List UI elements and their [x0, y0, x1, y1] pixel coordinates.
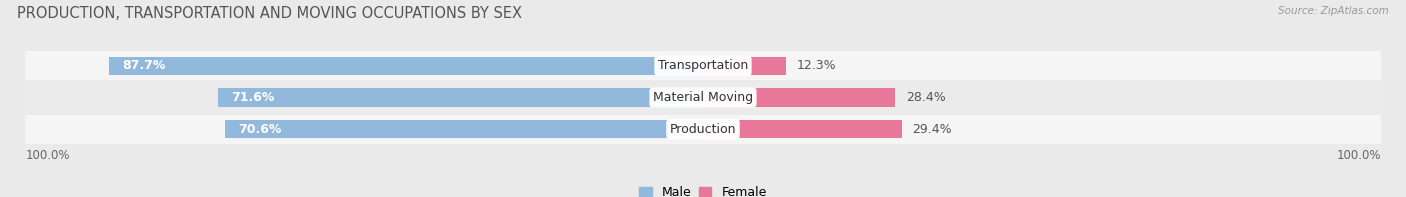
Text: 71.6%: 71.6% [232, 91, 274, 104]
Text: 70.6%: 70.6% [238, 123, 281, 136]
Text: 100.0%: 100.0% [25, 149, 70, 162]
Text: Transportation: Transportation [658, 59, 748, 72]
Text: Source: ZipAtlas.com: Source: ZipAtlas.com [1278, 6, 1389, 16]
Bar [225, 120, 703, 138]
Text: Material Moving: Material Moving [652, 91, 754, 104]
Text: 28.4%: 28.4% [905, 91, 945, 104]
Bar [25, 115, 1381, 144]
Text: 12.3%: 12.3% [797, 59, 837, 72]
Text: 100.0%: 100.0% [1336, 149, 1381, 162]
Bar [703, 57, 786, 75]
Text: Production: Production [669, 123, 737, 136]
Legend: Male, Female: Male, Female [634, 181, 772, 197]
Bar [703, 88, 896, 107]
Bar [25, 83, 1381, 112]
Bar [108, 57, 703, 75]
Text: 87.7%: 87.7% [122, 59, 166, 72]
Text: PRODUCTION, TRANSPORTATION AND MOVING OCCUPATIONS BY SEX: PRODUCTION, TRANSPORTATION AND MOVING OC… [17, 6, 522, 21]
Bar [25, 51, 1381, 80]
Bar [218, 88, 703, 107]
Text: 29.4%: 29.4% [912, 123, 952, 136]
Bar [703, 120, 903, 138]
